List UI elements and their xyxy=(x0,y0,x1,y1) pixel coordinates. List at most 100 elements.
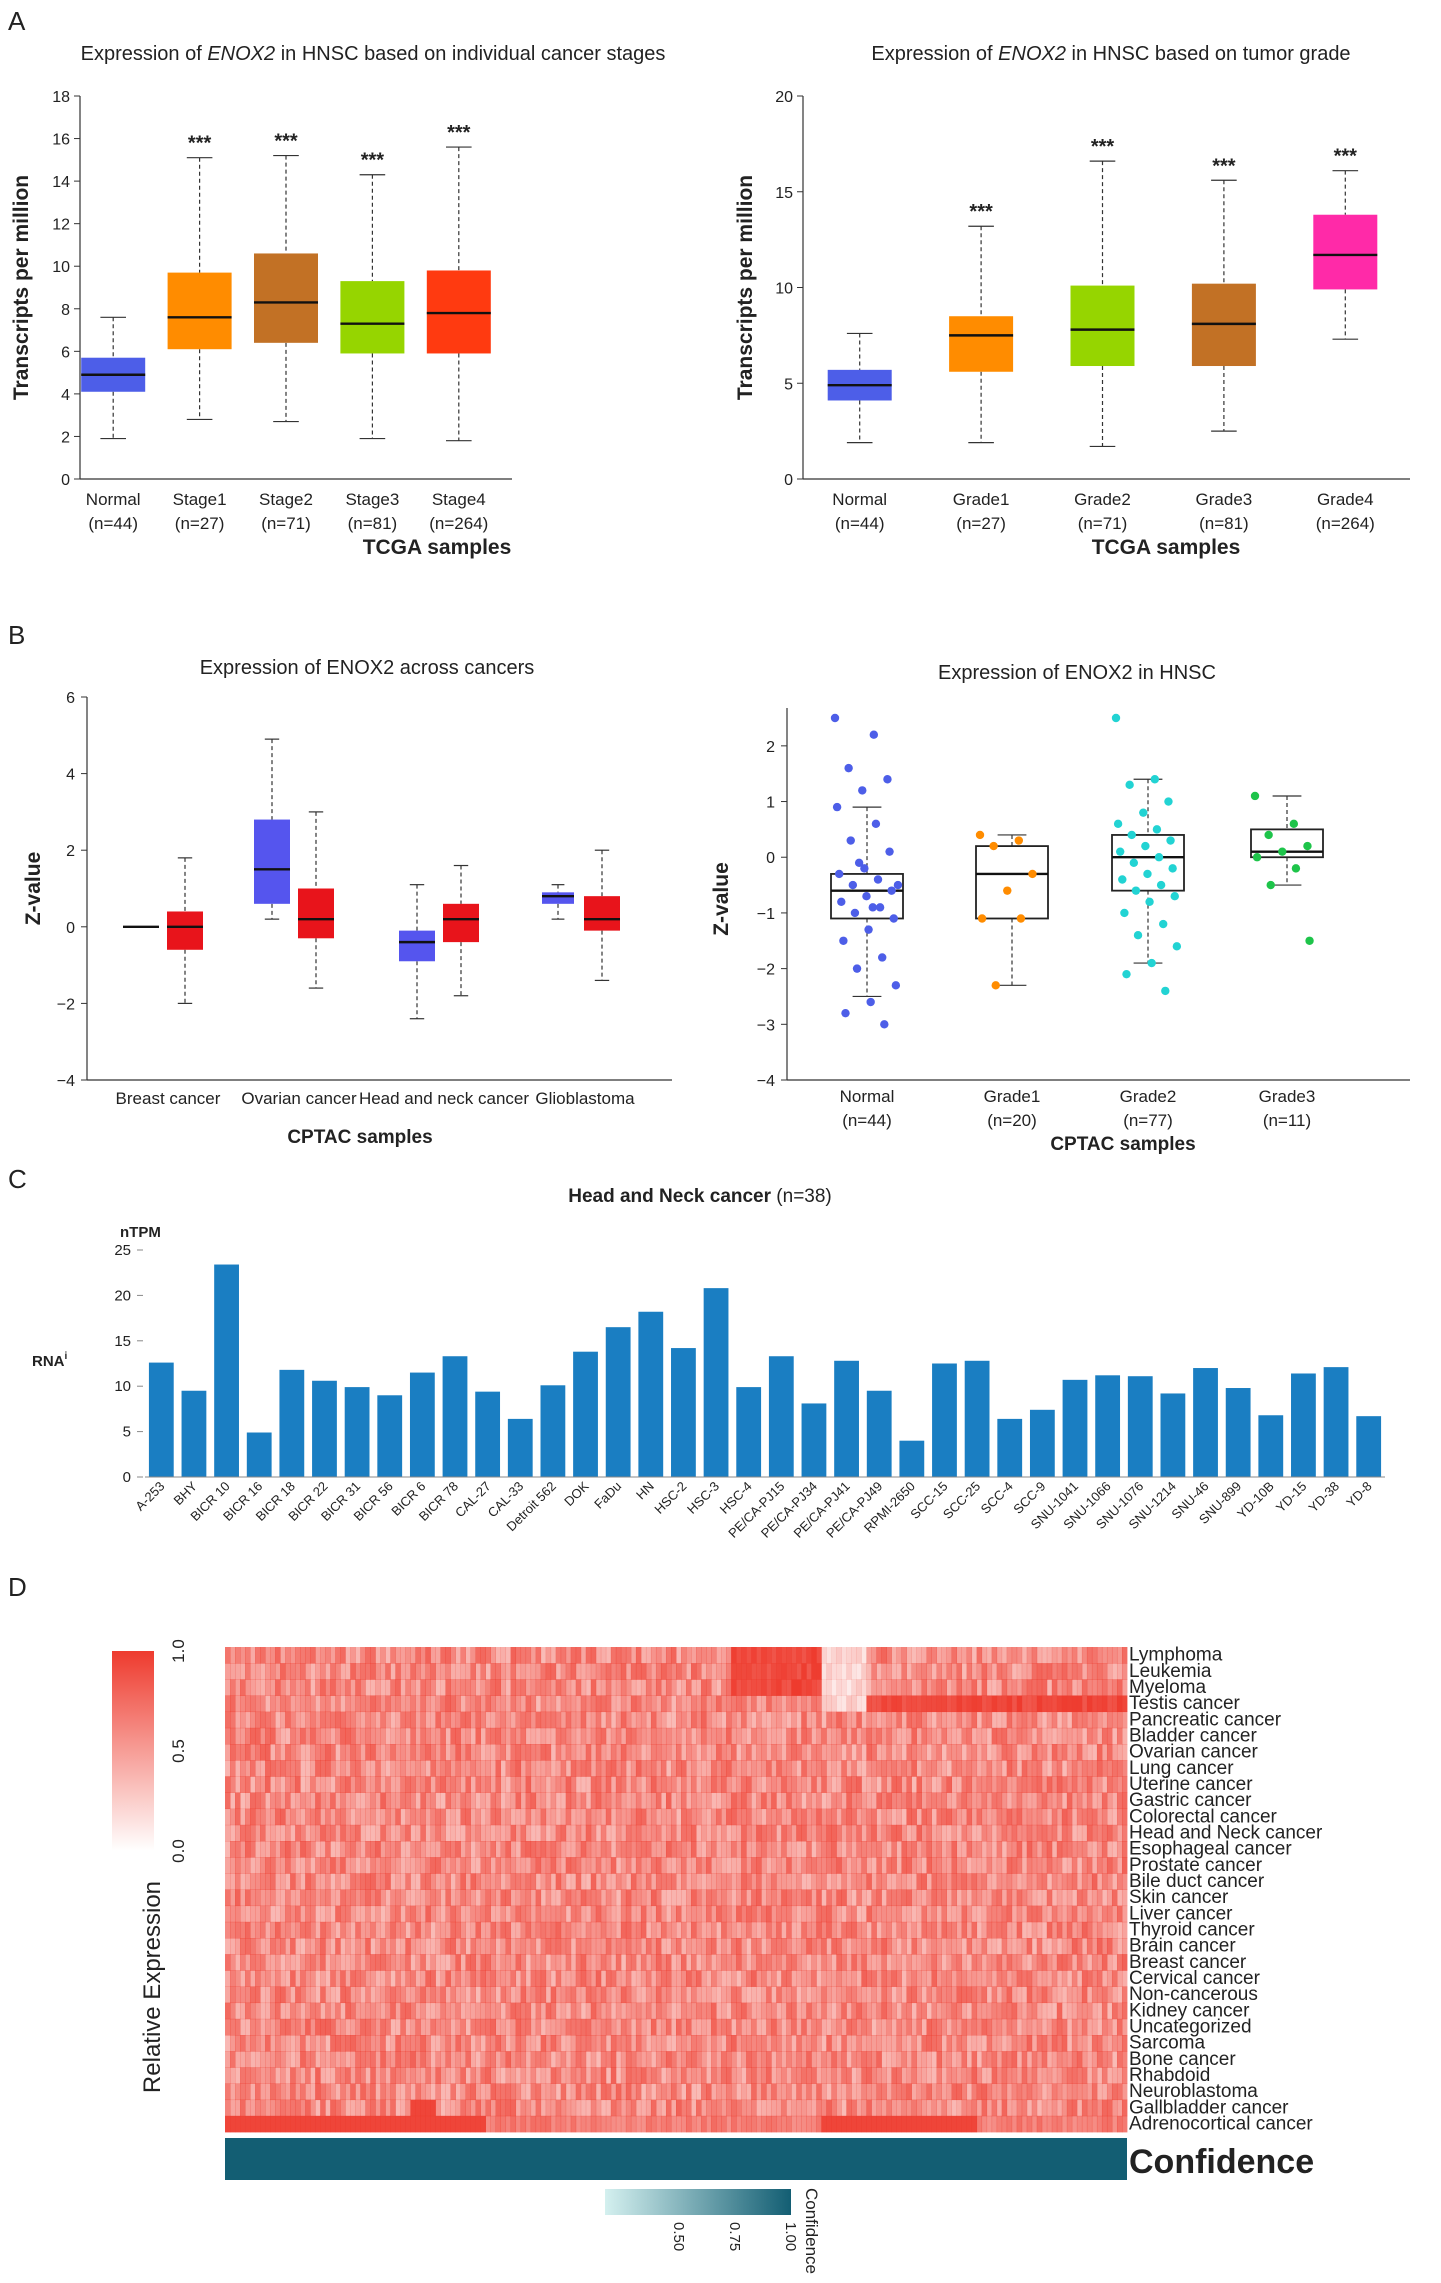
chart-d-cell xyxy=(280,1679,286,1696)
chart-d-cell xyxy=(225,1792,231,1810)
chart-d-cell xyxy=(250,1808,256,1826)
chart-d-cell xyxy=(620,1873,627,1890)
chart-b2-point xyxy=(1133,931,1143,940)
chart-d-cell xyxy=(355,1970,361,1987)
chart-d-cell xyxy=(921,2002,927,2020)
chart-d-cell xyxy=(736,1954,742,1971)
chart-d-cell xyxy=(741,1986,747,2004)
chart-d-cell xyxy=(816,1938,822,1955)
chart-d-cell xyxy=(245,1889,251,1907)
chart-d-cell xyxy=(400,1873,406,1890)
chart-d-cell xyxy=(881,1808,887,1826)
chart-d-cell xyxy=(866,1808,872,1826)
chart-d-cell xyxy=(465,1647,471,1664)
chart-d-cell xyxy=(1006,1808,1013,1826)
chart-d-cell xyxy=(660,1679,667,1696)
chart-d-cell xyxy=(806,1857,812,1874)
chart-d-cell xyxy=(630,1647,637,1664)
chart-d-cell xyxy=(355,2018,361,2036)
chart-d-cell xyxy=(550,1905,557,1923)
chart-d-cell xyxy=(400,1695,406,1713)
chart-d-cell xyxy=(345,1970,351,1987)
chart-d-cell xyxy=(736,1889,742,1907)
chart-d-cell xyxy=(235,2035,241,2052)
chart-d-cell xyxy=(350,1921,356,1939)
chart-d-cell xyxy=(670,1727,677,1745)
chart-d-cell xyxy=(856,1663,862,1680)
chart-d-cell xyxy=(385,1857,391,1874)
chart-d-cell xyxy=(796,1986,802,2004)
chart-b2-point xyxy=(1129,858,1139,867)
chart-d-cell xyxy=(435,1889,441,1907)
chart-d-cell xyxy=(946,1841,953,1858)
chart-d-cell xyxy=(766,1792,772,1810)
chart-d-cell xyxy=(961,1970,968,1987)
chart-d-cell xyxy=(781,1970,787,1987)
chart-b2-point xyxy=(1016,914,1026,923)
chart-d-cell xyxy=(255,1792,261,1810)
chart-d-cell xyxy=(791,2002,797,2020)
chart-d-cell xyxy=(1096,2018,1103,2036)
chart-c-bar-0 xyxy=(148,1362,174,1477)
chart-d-cell xyxy=(470,1938,476,1955)
chart-d-cell xyxy=(901,1695,907,1713)
chart-d-cell xyxy=(1031,1921,1038,1939)
chart-d-cell xyxy=(485,2018,491,2036)
chart-d-cell xyxy=(385,1938,391,1955)
chart-d-cell xyxy=(485,1841,491,1858)
chart-d-cell xyxy=(986,1970,993,1987)
chart-d-cell xyxy=(851,1970,857,1987)
chart-d-cell xyxy=(1041,2002,1048,2020)
chart-d-cell xyxy=(345,1679,351,1696)
chart-d-cell xyxy=(560,1744,567,1761)
chart-d-cell xyxy=(480,2018,486,2036)
chart-d-cell xyxy=(1011,1727,1018,1745)
chart-d-cell xyxy=(951,1986,958,2004)
chart-d-cell xyxy=(676,1986,682,2004)
chart-d-cell xyxy=(881,1663,887,1680)
chart-d-cell xyxy=(771,1938,777,1955)
chart-d-cell xyxy=(580,1889,587,1907)
chart-d-cell xyxy=(766,1776,772,1793)
chart-d-cell xyxy=(645,1727,652,1745)
chart-d-cell xyxy=(545,1938,552,1955)
chart-d-cell xyxy=(681,2035,687,2052)
chart-b1-box-tumor-3-box xyxy=(584,896,620,931)
chart-d-cell xyxy=(370,1954,376,1971)
chart-d-cell xyxy=(901,1889,907,1907)
chart-d-cell xyxy=(615,1905,622,1923)
chart-d-cell xyxy=(570,2018,577,2036)
chart-d-cell xyxy=(961,1824,968,1842)
chart-d-cell xyxy=(1096,1808,1103,1826)
chart-d-cell xyxy=(660,1711,667,1729)
chart-d-cell xyxy=(996,1711,1003,1729)
chart-d-cell xyxy=(330,1889,336,1907)
chart-d-cell xyxy=(625,1938,632,1955)
chart-d-cell xyxy=(320,1857,326,1874)
chart-d-cell xyxy=(931,1695,937,1713)
chart-d-cell xyxy=(676,2035,682,2052)
chart-d-cell xyxy=(455,1873,461,1890)
chart-d-cell xyxy=(440,1727,446,1745)
chart-d-cell xyxy=(260,1938,266,1955)
chart-d-cell xyxy=(721,1808,727,1826)
chart-d-cell xyxy=(640,1841,647,1858)
chart-d-cell xyxy=(660,1727,667,1745)
chart-d-cell xyxy=(761,1663,767,1680)
chart-d-cell xyxy=(1036,1938,1043,1955)
chart-d-cell xyxy=(365,1711,371,1729)
chart-d-cell xyxy=(836,2035,842,2052)
chart-d-cell xyxy=(435,1679,441,1696)
chart-d-cell xyxy=(480,1986,486,2004)
chart-d-cell xyxy=(1051,1824,1058,1842)
chart-d-cell xyxy=(560,1679,567,1696)
chart-d-cell xyxy=(1061,2002,1068,2020)
chart-d-cell xyxy=(325,1954,331,1971)
chart-d-cell xyxy=(305,2051,311,2068)
chart-d-cell xyxy=(921,1938,927,1955)
chart-d-cell xyxy=(1071,1808,1078,1826)
chart-d-cell xyxy=(315,1905,321,1923)
chart-d-cell xyxy=(585,1986,592,2004)
chart-d-cell xyxy=(460,1760,466,1777)
chart-d-cell xyxy=(1051,1695,1058,1713)
